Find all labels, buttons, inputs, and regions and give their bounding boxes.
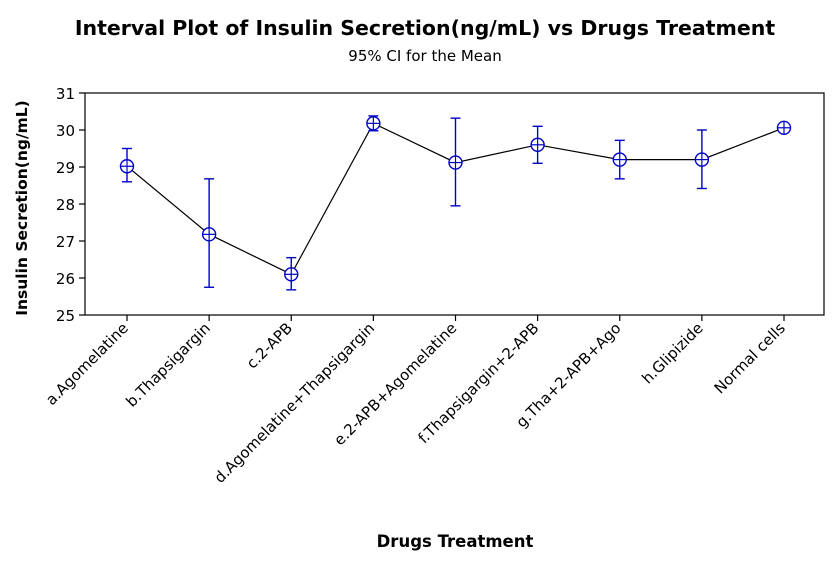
y-tick-label: 31 <box>56 85 75 103</box>
interval-8 <box>694 129 710 190</box>
interval-series <box>119 115 792 291</box>
x-tick-label: c.2-APB <box>243 319 296 372</box>
interval-4 <box>366 115 381 132</box>
y-axis-title: Insulin Secretion(ng/mL) <box>13 100 31 316</box>
interval-7 <box>612 139 627 180</box>
x-tick-label: h.Glipizide <box>638 319 706 387</box>
interval-5 <box>448 117 463 207</box>
interval-1 <box>119 147 135 183</box>
interval-3 <box>284 256 299 291</box>
interval-6 <box>530 125 545 165</box>
x-tick-label: Normal cells <box>711 319 789 397</box>
x-tick-label: d.Agomelatine+Thapsigargin <box>211 319 379 487</box>
chart-subtitle: 95% CI for the Mean <box>348 47 502 65</box>
y-tick-label: 27 <box>56 233 75 251</box>
y-tick-label: 28 <box>56 196 75 214</box>
chart-title: Interval Plot of Insulin Secretion(ng/mL… <box>74 16 776 40</box>
interval-2 <box>201 178 217 288</box>
x-tick-label: a.Agomelatine <box>42 319 132 409</box>
x-axis-title: Drugs Treatment <box>376 532 534 551</box>
plot-frame <box>84 92 825 316</box>
y-tick-label: 25 <box>56 307 75 325</box>
y-tick-label: 29 <box>56 159 75 177</box>
y-tick-label: 30 <box>56 122 75 140</box>
interval-9 <box>776 120 792 135</box>
x-tick-label: b.Thapsigargin <box>122 319 214 411</box>
y-axis: 25 26 27 28 29 30 31 <box>56 85 85 325</box>
y-tick-label: 26 <box>56 270 75 288</box>
